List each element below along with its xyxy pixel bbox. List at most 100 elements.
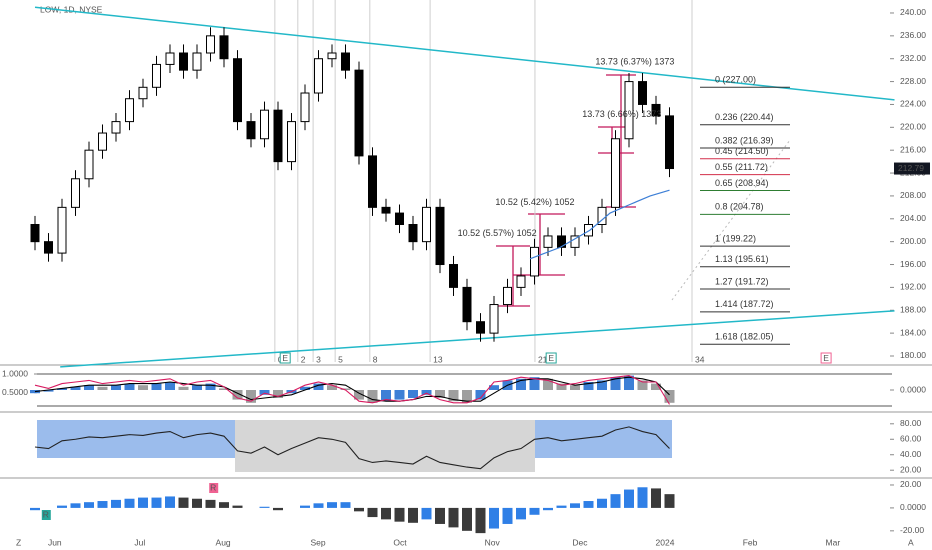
indicator-bar bbox=[273, 507, 284, 511]
indicator-bar bbox=[529, 377, 540, 390]
indicator-bar bbox=[259, 506, 270, 508]
y-tick-label: 224.00 bbox=[900, 99, 926, 109]
candle-body bbox=[111, 121, 121, 134]
measure-label: 10.52 (5.57%) 1052 bbox=[458, 228, 537, 238]
indicator-line bbox=[34, 375, 670, 405]
x-tick-label: Nov bbox=[485, 537, 501, 547]
indicator-bar bbox=[192, 385, 203, 390]
y-tick-label: 40.00 bbox=[900, 449, 922, 459]
indicator-line bbox=[34, 376, 670, 402]
y-tick-label: 184.00 bbox=[900, 327, 926, 337]
candle-body bbox=[624, 81, 634, 140]
candle-body bbox=[449, 264, 459, 288]
candle-body bbox=[138, 86, 148, 100]
indicator-bar bbox=[421, 507, 432, 520]
candle-body bbox=[219, 35, 229, 60]
indicator-bar bbox=[502, 507, 513, 524]
indicator-bar bbox=[259, 390, 270, 395]
indicator-bar bbox=[111, 499, 122, 508]
indicator-bar bbox=[381, 390, 392, 402]
time-zone-label: 5 bbox=[338, 354, 343, 364]
candle-body bbox=[30, 224, 40, 243]
indicator-bar bbox=[637, 380, 648, 390]
indicator-bar bbox=[300, 386, 311, 390]
ticker: LOW, 1D, NYSE bbox=[40, 4, 103, 14]
x-tick-label: Sep bbox=[310, 537, 325, 547]
indicator-bar bbox=[421, 390, 432, 395]
signal-marker bbox=[41, 510, 51, 520]
indicator-bar bbox=[84, 385, 95, 390]
indicator-bar bbox=[151, 497, 162, 508]
indicator-bar bbox=[583, 382, 594, 390]
indicator-bar bbox=[529, 507, 540, 515]
indicator-bar bbox=[624, 489, 635, 508]
x-tick-label: Mar bbox=[826, 537, 841, 547]
indicator-bar bbox=[462, 507, 473, 531]
indicator-bar bbox=[273, 390, 284, 398]
candle-body bbox=[503, 286, 513, 306]
indicator-bar bbox=[597, 380, 608, 390]
y-tick-label: 220.00 bbox=[900, 122, 926, 132]
indicator-bar bbox=[205, 499, 216, 508]
x-tick-label: Feb bbox=[743, 537, 758, 547]
indicator-bar bbox=[543, 507, 554, 511]
indicator-bar bbox=[583, 501, 594, 508]
indicator-bar bbox=[178, 386, 189, 390]
footer-right: A bbox=[908, 537, 914, 547]
fib-label: 0.8 (204.78) bbox=[715, 202, 764, 212]
moving-average bbox=[529, 189, 670, 260]
y-tick-label: 204.00 bbox=[900, 213, 926, 223]
candle-body bbox=[665, 115, 675, 170]
indicator-bar bbox=[489, 385, 500, 390]
y-tick-label: -20.00 bbox=[900, 525, 924, 535]
fib-label: 0.65 (208.94) bbox=[715, 178, 769, 188]
candle-body bbox=[57, 206, 67, 254]
indicator-bar bbox=[246, 390, 257, 403]
indicator-bar bbox=[97, 501, 108, 508]
candle-body bbox=[543, 235, 553, 248]
indicator-bar bbox=[232, 505, 243, 508]
y-tick-label: 188.00 bbox=[900, 305, 926, 315]
signal-label: R bbox=[210, 482, 216, 492]
y-tick-label: 228.00 bbox=[900, 76, 926, 86]
indicator-bar bbox=[138, 497, 149, 508]
time-zone-label: 34 bbox=[695, 354, 705, 364]
event-marker bbox=[545, 352, 557, 364]
candle-body bbox=[435, 206, 445, 266]
event-label: E bbox=[823, 353, 829, 363]
x-tick-label: 2024 bbox=[656, 537, 675, 547]
candle-body bbox=[516, 275, 526, 288]
candle-body bbox=[300, 92, 310, 123]
y-tick-label: 208.00 bbox=[900, 190, 926, 200]
event-marker bbox=[279, 352, 291, 364]
candle-body bbox=[165, 52, 175, 65]
indicator-bar bbox=[124, 383, 135, 390]
zone-bg bbox=[535, 420, 672, 458]
candle-body bbox=[408, 224, 418, 243]
indicator-bar bbox=[516, 378, 527, 390]
x-tick-label: Aug bbox=[216, 537, 231, 547]
indicator-bar bbox=[664, 390, 675, 403]
indicator-bar bbox=[543, 378, 554, 390]
indicator-bar bbox=[219, 388, 230, 390]
indicator-bar bbox=[178, 497, 189, 508]
x-tick-label: Oct bbox=[393, 537, 407, 547]
indicator-bar bbox=[327, 385, 338, 390]
time-zone-label: 21 bbox=[538, 354, 548, 364]
indicator-bar bbox=[57, 388, 68, 390]
projection-line bbox=[671, 139, 791, 301]
candle-body bbox=[125, 98, 135, 123]
indicator-bar bbox=[367, 507, 378, 518]
event-label: E bbox=[548, 353, 554, 363]
candle-body bbox=[152, 63, 162, 88]
candle-body bbox=[368, 155, 378, 208]
indicator-bar bbox=[556, 383, 567, 390]
candle-body bbox=[476, 321, 486, 334]
fib-label: 0.55 (211.72) bbox=[715, 162, 768, 172]
fib-label: 0.45 (214.50) bbox=[715, 146, 769, 156]
indicator-bar bbox=[205, 383, 216, 390]
indicator-line bbox=[34, 426, 670, 470]
indicator-bar bbox=[448, 507, 459, 528]
time-zone-label: 2 bbox=[301, 354, 306, 364]
